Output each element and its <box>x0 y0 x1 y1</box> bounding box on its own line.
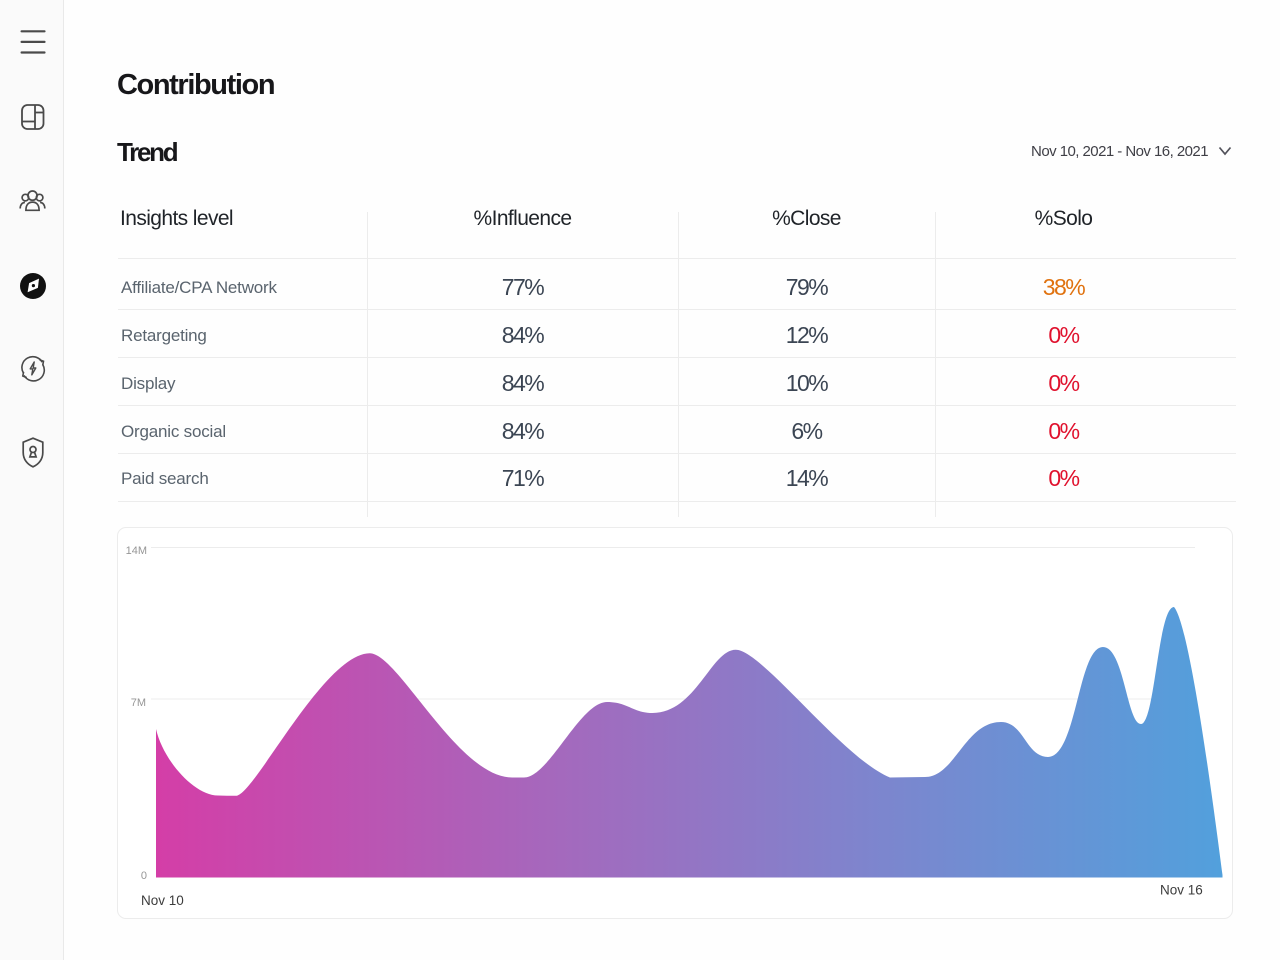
svg-text:Nov 16: Nov 16 <box>1160 883 1203 898</box>
svg-text:7M: 7M <box>131 697 146 709</box>
svg-text:Nov 10: Nov 10 <box>141 893 184 908</box>
svg-text:14M: 14M <box>126 545 147 557</box>
svg-text:0: 0 <box>141 870 147 882</box>
